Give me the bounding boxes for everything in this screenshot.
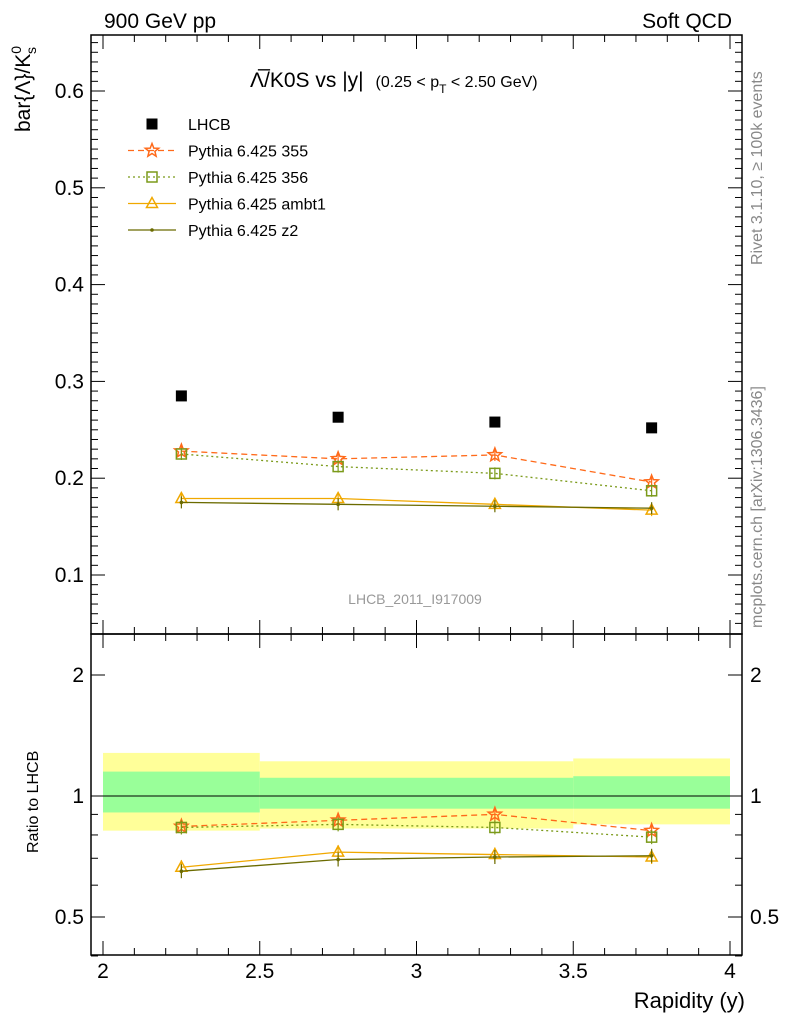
main-y-tick-labels: 0.1 0.2 0.3 0.4 0.5 0.6 xyxy=(55,80,85,587)
ratio-y-tick-label-right: 2 xyxy=(750,664,762,687)
legend-label: Pythia 6.425 z2 xyxy=(188,223,298,240)
main-data-point xyxy=(332,411,344,423)
ratio-y-tick-label-right: 1 xyxy=(750,785,762,808)
ratio-data-point xyxy=(489,821,501,834)
ratio-band-inner xyxy=(573,776,730,809)
main-series-line xyxy=(181,453,652,492)
main-y-tick-label: 0.2 xyxy=(55,467,84,490)
legend-label: Pythia 6.425 356 xyxy=(188,170,308,187)
legend-marker xyxy=(145,195,159,209)
main-y-tick-label: 0.6 xyxy=(55,80,84,103)
x-tick-label: 3 xyxy=(411,960,423,983)
legend-marker xyxy=(146,118,158,130)
ratio-y-tick-label: 0.5 xyxy=(55,906,84,929)
main-data-point xyxy=(486,445,504,463)
main-title-cut-sub: T xyxy=(439,82,447,96)
side-note-mcplots: mcplots.cern.ch [arXiv:1306.3436] xyxy=(749,386,766,628)
ratio-series-layer xyxy=(172,805,661,879)
main-data-point xyxy=(649,506,654,511)
main-series-layer xyxy=(172,390,661,517)
ratio-y-label: Ratio to LHCB xyxy=(25,751,42,853)
main-title-text: Λ̅/K0S vs |y| xyxy=(250,69,364,92)
main-y-label: bar{Λ}/K0s xyxy=(8,46,39,132)
main-series-line xyxy=(181,450,652,483)
ratio-tick-labels: 0.5 0.5 1 1 2 2 2 2.5 3 3.5 4 xyxy=(55,664,779,983)
main-series-line xyxy=(181,497,652,511)
main-title-cut-close: < 2.50 GeV) xyxy=(446,74,537,91)
main-y-tick-label: 0.5 xyxy=(55,177,84,200)
ratio-bands xyxy=(103,752,730,831)
main-data-point xyxy=(489,416,501,428)
x-axis-label: Rapidity (y) xyxy=(634,988,745,1013)
main-series-line xyxy=(181,501,652,509)
main-y-label-sub: s xyxy=(23,47,39,54)
ratio-data-point xyxy=(493,855,497,859)
main-y-label-sup: 0 xyxy=(8,46,24,54)
ratio-data-point xyxy=(336,857,340,862)
legend-label: LHCB xyxy=(188,117,231,134)
ratio-series-line xyxy=(181,823,652,838)
main-title: Λ̅/K0S vs |y| (0.25 < pT < 2.50 GeV) xyxy=(250,69,538,96)
main-data-point xyxy=(336,502,340,507)
x-tick-label: 2 xyxy=(97,960,109,983)
side-note-rivet: Rivet 3.1.10, ≥ 100k events xyxy=(749,71,766,265)
legend-label: Pythia 6.425 ambt1 xyxy=(188,197,326,214)
header-left: 900 GeV pp xyxy=(104,10,216,33)
main-data-point xyxy=(489,467,501,480)
ratio-series-line xyxy=(181,855,652,872)
x-tick-label: 4 xyxy=(724,960,736,983)
legend: LHCB Pythia 6.425 355 Pythia 6.425 356 Pyth… xyxy=(128,117,326,240)
legend-label: Pythia 6.425 355 xyxy=(188,144,308,161)
legend-marker xyxy=(143,141,161,158)
ratio-y-tick-label-right: 0.5 xyxy=(750,906,779,929)
main-y-tick-label: 0.1 xyxy=(55,564,84,587)
main-y-tick-label: 0.3 xyxy=(55,370,84,393)
main-y-ticks xyxy=(91,35,742,634)
main-data-point xyxy=(493,504,497,509)
ratio-data-point xyxy=(649,853,654,858)
main-title-cut-open: (0.25 < p xyxy=(375,74,439,91)
legend-marker xyxy=(146,171,158,183)
ratio-data-point xyxy=(645,831,658,843)
main-data-point xyxy=(175,448,188,460)
x-tick-label: 2.5 xyxy=(245,960,274,983)
header-right: Soft QCD xyxy=(642,10,732,33)
main-data-point xyxy=(332,460,344,473)
ratio-data-point xyxy=(486,805,504,822)
ratio-band-inner xyxy=(103,771,260,813)
x-tick-label: 3.5 xyxy=(559,960,588,983)
ratio-y-tick-label: 2 xyxy=(72,664,84,687)
ratio-band-inner xyxy=(259,777,574,809)
ratio-ticks xyxy=(91,634,742,957)
main-data-point xyxy=(645,485,658,497)
main-data-point xyxy=(646,422,658,434)
ratio-y-tick-label: 1 xyxy=(72,785,84,808)
legend-marker xyxy=(150,228,154,232)
ratio-series-line xyxy=(181,851,652,868)
ratio-data-point xyxy=(175,821,188,834)
analysis-watermark: LHCB_2011_I917009 xyxy=(348,591,482,607)
ratio-series-line xyxy=(181,813,652,832)
ratio-data-point xyxy=(332,818,344,831)
ratio-data-point xyxy=(179,869,184,874)
main-y-tick-label: 0.4 xyxy=(55,274,85,297)
main-data-point xyxy=(175,390,187,402)
main-y-label-text: bar{Λ}/K xyxy=(12,54,35,132)
main-data-point xyxy=(179,500,184,505)
